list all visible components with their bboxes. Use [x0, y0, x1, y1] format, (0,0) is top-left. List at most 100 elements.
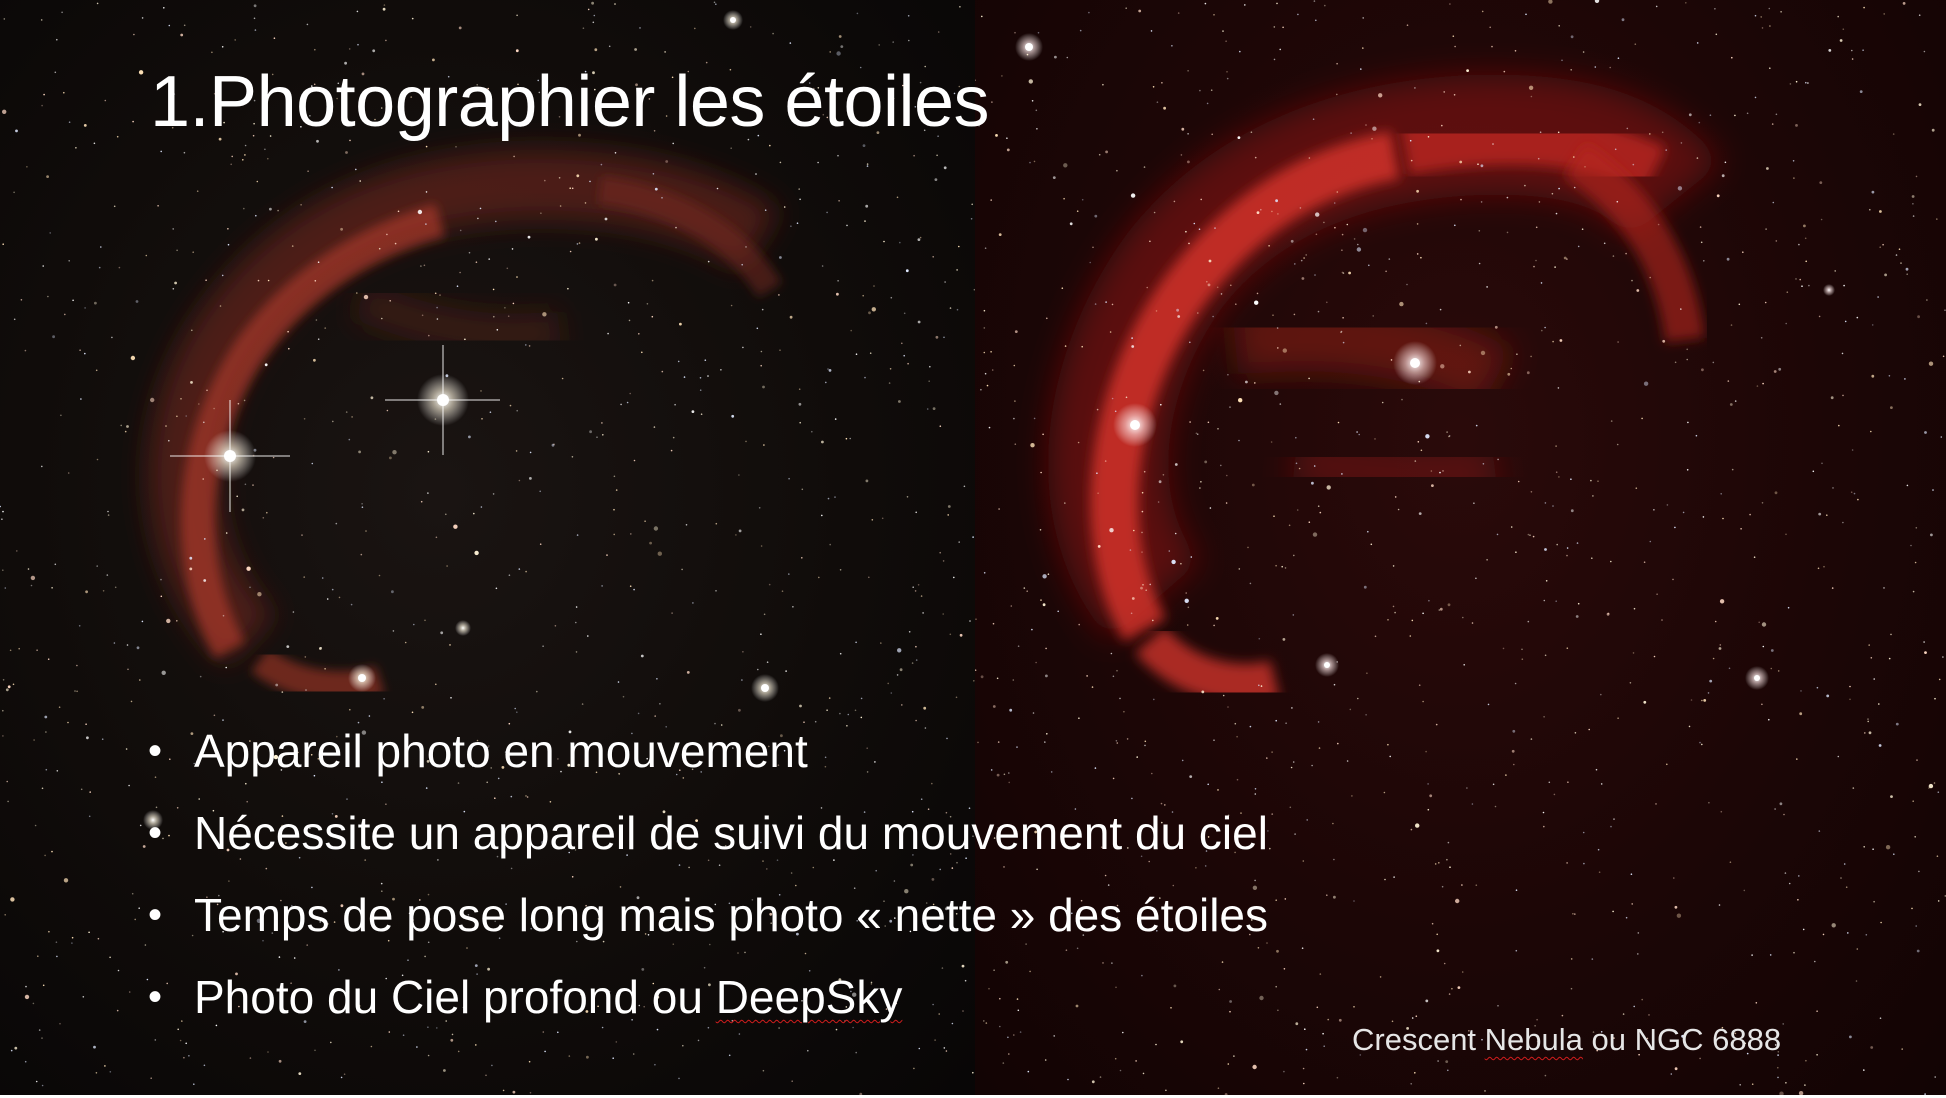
star [107, 514, 110, 516]
star [1221, 961, 1224, 963]
star [627, 301, 630, 304]
star [1643, 381, 1649, 386]
star [1415, 1015, 1418, 1017]
star [828, 369, 832, 372]
star [768, 745, 770, 748]
star [291, 245, 294, 247]
star [1785, 533, 1787, 536]
star [421, 314, 424, 317]
star [1143, 470, 1146, 473]
star [860, 697, 863, 700]
star [847, 713, 850, 716]
star [1621, 18, 1625, 22]
star [372, 49, 376, 53]
star [1035, 661, 1037, 664]
star [1245, 380, 1248, 384]
star [931, 878, 935, 881]
star [127, 668, 129, 671]
star [222, 930, 224, 933]
star [924, 727, 927, 729]
star [935, 335, 939, 339]
star [1625, 252, 1627, 255]
star [1230, 284, 1232, 287]
star [1673, 877, 1675, 879]
star [424, 111, 427, 113]
star [1555, 600, 1557, 602]
star [505, 903, 507, 905]
star [1336, 93, 1338, 96]
star [190, 381, 193, 384]
star [266, 511, 268, 514]
star [910, 863, 914, 867]
star [1071, 912, 1073, 915]
star [1164, 804, 1166, 806]
star [1795, 80, 1798, 83]
star [933, 907, 936, 909]
bright-stars-left [143, 10, 779, 830]
star [1734, 1032, 1737, 1035]
star [644, 520, 646, 522]
star [587, 8, 590, 11]
star [203, 1064, 206, 1067]
spellcheck-flagged-word[interactable]: Nebula [1484, 1022, 1583, 1057]
star [738, 708, 741, 712]
star [1209, 507, 1212, 509]
star [462, 1006, 465, 1009]
star [835, 1028, 838, 1031]
star [1856, 948, 1859, 950]
star [1740, 528, 1742, 530]
star [36, 649, 38, 651]
star [427, 941, 430, 944]
star [1271, 210, 1273, 213]
star [425, 787, 428, 789]
star [679, 322, 682, 326]
star [1153, 698, 1155, 701]
star [336, 97, 338, 100]
star [165, 425, 167, 427]
star [1592, 495, 1594, 497]
star [239, 858, 242, 860]
bullet-icon: • [148, 729, 163, 773]
star [1548, 781, 1551, 784]
star [206, 739, 209, 742]
star [1350, 132, 1352, 134]
star [651, 279, 654, 282]
star [1674, 526, 1676, 529]
star [747, 138, 750, 141]
star [656, 1028, 659, 1031]
star [537, 1012, 540, 1014]
star [1260, 208, 1262, 211]
spellcheck-flagged-word[interactable]: DeepSky [715, 971, 903, 1023]
star [1353, 238, 1356, 240]
star [1014, 330, 1018, 333]
star [1414, 1072, 1416, 1074]
star [14, 1046, 18, 1050]
star [949, 307, 952, 309]
star [109, 1071, 112, 1073]
star [524, 927, 526, 930]
star [138, 70, 144, 75]
star [653, 426, 656, 428]
star [1867, 718, 1869, 720]
star [653, 526, 659, 531]
star [516, 409, 518, 412]
star [473, 512, 475, 515]
star [993, 837, 996, 839]
star [1214, 227, 1216, 229]
star [1477, 163, 1479, 165]
star [911, 810, 914, 813]
star [1869, 208, 1871, 211]
star [862, 144, 866, 148]
star [796, 932, 799, 936]
star [1234, 851, 1236, 854]
star [340, 1076, 343, 1079]
star [1438, 862, 1440, 864]
star [1394, 496, 1397, 498]
star [1762, 382, 1764, 385]
star [1610, 420, 1613, 422]
star [589, 180, 591, 183]
star [1918, 103, 1922, 106]
star [799, 704, 802, 708]
star [1244, 4, 1246, 6]
star [1666, 763, 1668, 766]
